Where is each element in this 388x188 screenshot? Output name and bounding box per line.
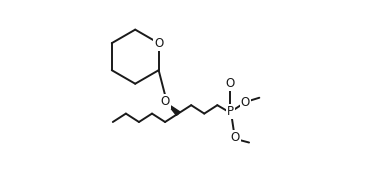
Text: O: O <box>230 131 240 144</box>
Text: O: O <box>241 96 250 109</box>
Text: O: O <box>161 95 170 108</box>
Text: O: O <box>154 37 163 50</box>
Text: O: O <box>226 77 235 90</box>
Polygon shape <box>167 103 180 115</box>
Text: P: P <box>227 105 234 118</box>
